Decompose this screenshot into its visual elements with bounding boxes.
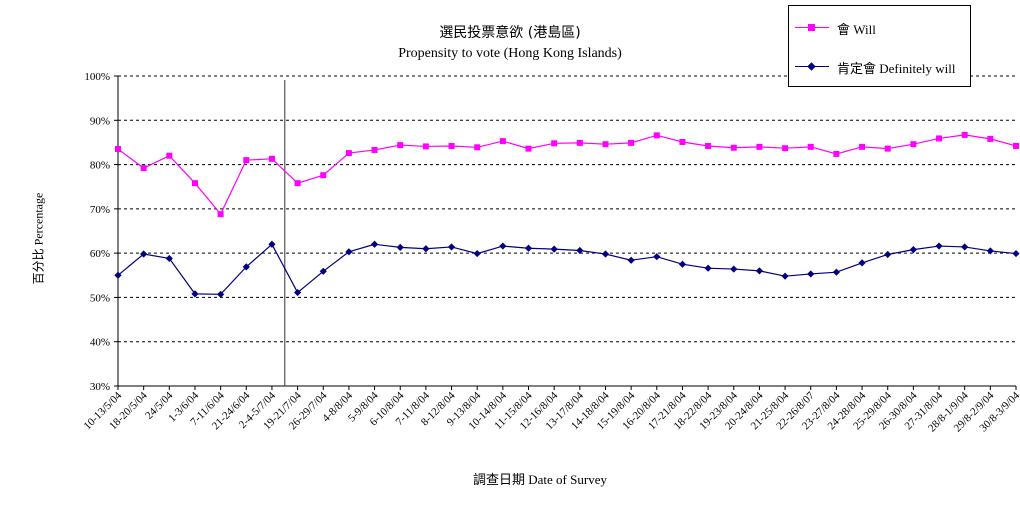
data-point — [653, 132, 660, 139]
legend-label-will: 會 Will — [837, 21, 876, 37]
data-point — [525, 145, 532, 152]
data-point — [858, 259, 866, 267]
data-point — [371, 146, 378, 153]
data-point — [319, 267, 327, 275]
data-point — [191, 290, 199, 298]
data-point — [986, 247, 994, 255]
data-point — [345, 150, 352, 157]
series-line-0 — [117, 134, 1017, 216]
data-point — [396, 243, 404, 251]
data-point — [242, 263, 250, 271]
data-point — [756, 143, 763, 150]
data-point — [524, 244, 533, 252]
data-point — [653, 253, 661, 261]
data-point — [551, 140, 558, 147]
legend-label-definitely-will: 肯定會 Definitely will — [837, 60, 956, 76]
data-point — [165, 254, 173, 263]
data-point — [936, 135, 943, 142]
data-point — [730, 265, 738, 273]
data-point — [1013, 142, 1019, 149]
data-point — [961, 131, 968, 138]
legend-item-will: 會 Will — [795, 19, 876, 37]
data-point — [499, 138, 506, 145]
data-point — [884, 250, 892, 259]
data-point — [294, 180, 301, 187]
y-tick-label: 60% — [90, 248, 110, 260]
data-point — [782, 145, 789, 152]
data-point — [294, 288, 302, 297]
data-point — [422, 245, 430, 253]
y-tick-label: 70% — [90, 204, 110, 216]
data-point — [345, 248, 353, 256]
data-point — [678, 260, 687, 268]
data-point — [217, 211, 224, 218]
data-point — [755, 267, 764, 275]
data-point — [243, 157, 250, 164]
data-point — [833, 150, 840, 157]
y-tick-label: 50% — [90, 292, 110, 304]
data-point — [807, 143, 814, 150]
chart-subtitle: Propensity to vote (Hong Kong Islands) — [398, 46, 622, 61]
y-tick-label: 40% — [90, 337, 110, 349]
legend: 會 Will 肯定會 Definitely will — [788, 5, 971, 87]
y-tick-label: 80% — [90, 160, 110, 172]
data-point — [961, 243, 969, 251]
data-point — [576, 246, 584, 255]
data-point — [807, 270, 815, 278]
data-point — [166, 152, 173, 159]
legend-item-definitely-will: 肯定會 Definitely will — [795, 58, 955, 76]
data-point — [397, 142, 404, 149]
data-point — [191, 180, 198, 187]
data-point — [550, 245, 558, 253]
series-line-1 — [117, 243, 1017, 295]
data-point — [704, 264, 712, 272]
data-point — [422, 143, 429, 150]
data-point — [576, 139, 583, 146]
y-tick-label: 90% — [90, 115, 110, 127]
data-point — [448, 142, 455, 149]
data-point — [499, 242, 507, 250]
data-point — [268, 155, 275, 162]
data-point — [602, 141, 609, 148]
y-axis-label: 百分比 Percentage — [31, 192, 46, 285]
data-point — [679, 138, 686, 145]
data-point — [705, 142, 712, 149]
data-point — [859, 143, 866, 150]
data-point — [987, 135, 994, 142]
legend-swatch-definitely-will — [795, 60, 829, 74]
data-point — [115, 146, 121, 153]
data-point — [730, 144, 737, 151]
data-point — [474, 144, 481, 151]
data-point — [473, 249, 481, 258]
data-point — [910, 141, 917, 148]
data-point — [627, 256, 635, 264]
data-point — [935, 242, 943, 250]
y-tick-label: 30% — [90, 381, 110, 393]
data-point — [114, 271, 122, 279]
data-point — [628, 139, 635, 146]
data-point — [370, 240, 379, 248]
x-axis-label: 調查日期 Date of Survey — [473, 472, 607, 487]
data-point — [781, 272, 789, 280]
data-point — [217, 290, 225, 298]
data-point — [909, 246, 917, 254]
data-point — [601, 250, 610, 258]
legend-swatch-will — [795, 21, 829, 35]
data-point — [140, 165, 147, 172]
data-point — [832, 268, 840, 276]
data-point — [268, 240, 276, 248]
data-point — [140, 250, 148, 258]
data-point — [884, 145, 891, 152]
data-point — [1012, 249, 1020, 258]
y-tick-label: 100% — [84, 71, 110, 83]
chart-title: 選民投票意欲 (港島區) — [439, 25, 581, 41]
data-point — [320, 172, 327, 179]
data-point — [447, 243, 456, 251]
